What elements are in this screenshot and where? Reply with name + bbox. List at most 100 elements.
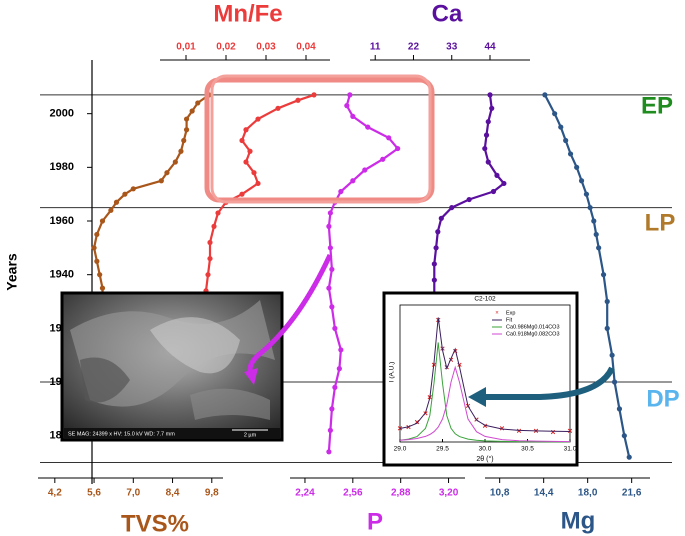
data-point: [181, 137, 187, 144]
x-tick-label: 3,20: [439, 488, 459, 499]
x-tick-label: 11: [370, 42, 381, 53]
data-point: [501, 180, 507, 187]
data-point: [591, 218, 597, 224]
data-point: [311, 92, 317, 98]
data-point: [386, 135, 392, 141]
legend-marker: ×: [495, 311, 499, 317]
data-point: [99, 285, 106, 291]
data-point: [365, 124, 371, 130]
series-line: [399, 317, 571, 432]
data-point: [604, 298, 610, 305]
x-tick-label: 2,24: [295, 488, 315, 499]
data-point: [94, 231, 100, 238]
data-point: [97, 272, 103, 278]
data-point: [487, 92, 493, 98]
data-point: [91, 245, 97, 251]
x-tick-label: 18,0: [578, 488, 598, 499]
x-tick-label: 22: [408, 42, 420, 53]
y-axis-label: Years: [4, 253, 20, 291]
data-point: [327, 245, 333, 251]
arrow: [482, 366, 615, 400]
data-point: [239, 137, 245, 144]
data-point: [243, 159, 249, 165]
data-point: [336, 366, 342, 372]
x-tick-label: 8,4: [166, 488, 180, 499]
data-point: [113, 199, 120, 205]
scale-bar-label: 2 µm: [244, 432, 257, 438]
sem-texture: [80, 357, 130, 403]
y-tick-label: 1960: [50, 215, 74, 227]
data-point: [108, 207, 114, 213]
xrd-inset: C2-102 2θ (°) I (A.U.) 29.0 29.5 30.0 30.5 3…: [382, 291, 579, 467]
data-point: [466, 196, 472, 203]
x-tick-label: 30.5: [521, 446, 534, 453]
data-point: [567, 151, 574, 157]
x-tick-label: 33: [446, 42, 458, 53]
data-point: [183, 116, 190, 122]
data-point: [94, 258, 100, 264]
x-tick-label: 29.5: [436, 446, 449, 453]
data-point: [438, 215, 444, 221]
data-point: [178, 148, 184, 154]
data-point: [247, 148, 253, 154]
data-point: [243, 127, 249, 133]
data-point: [295, 97, 301, 103]
sem-caption-bar: [64, 428, 280, 439]
data-point: [251, 170, 257, 176]
series-line: [399, 342, 570, 443]
series-title: P: [367, 508, 383, 535]
zone-label: DP: [646, 385, 679, 412]
data-point: [362, 167, 368, 173]
y-tick-label: 1980: [50, 161, 74, 173]
x-tick-label: 7,0: [126, 488, 140, 499]
data-point: [611, 379, 618, 385]
data-point: [482, 145, 488, 152]
x-tick-label: 0,01: [176, 42, 196, 53]
data-point: [255, 180, 261, 187]
xrd-x-label: 2θ (°): [476, 455, 493, 463]
data-point: [205, 272, 211, 278]
data-point: [350, 178, 356, 184]
series-line: [433, 94, 505, 297]
xrd-title: C2-102: [474, 296, 496, 303]
x-tick-label: 2,56: [343, 488, 363, 499]
series-title: TVS%: [121, 510, 189, 536]
series-title: Ca: [432, 0, 463, 27]
annotations: [204, 74, 615, 407]
zone-label: LP: [645, 209, 676, 236]
data-point: [435, 229, 441, 235]
data-point: [380, 156, 386, 162]
data-point: [183, 127, 190, 133]
data-point: [239, 191, 245, 197]
x-tick-label: 2,88: [391, 488, 411, 499]
data-point: [327, 210, 333, 216]
data-point: [338, 347, 344, 353]
series-line: [399, 365, 571, 443]
data-point: [600, 272, 607, 278]
data-point: [485, 159, 491, 165]
sem-texture: [190, 388, 270, 420]
data-point: [99, 218, 106, 224]
data-point: [583, 191, 590, 197]
data-point: [587, 204, 593, 211]
data-point: [395, 145, 401, 152]
x-tick-label: 44: [484, 42, 496, 53]
x-tick-label: 21,6: [622, 488, 642, 499]
data-point: [485, 119, 491, 125]
series-title: Mg: [561, 507, 596, 534]
highlight-box: [204, 77, 435, 203]
data-point: [578, 178, 585, 184]
data-point: [593, 231, 599, 238]
sem-caption: SE MAG: 24399 x HV: 15.0 kV WD: 7.7 mm: [68, 431, 175, 437]
data-point: [433, 245, 439, 251]
data-point: [215, 210, 221, 216]
data-point: [195, 100, 201, 106]
data-point: [172, 159, 178, 165]
x-tick-label: 14,4: [534, 488, 554, 499]
sem-texture: [150, 317, 240, 374]
highlight-box: [210, 74, 432, 204]
x-tick-label: 31.0: [564, 446, 577, 453]
data-point: [596, 245, 602, 251]
